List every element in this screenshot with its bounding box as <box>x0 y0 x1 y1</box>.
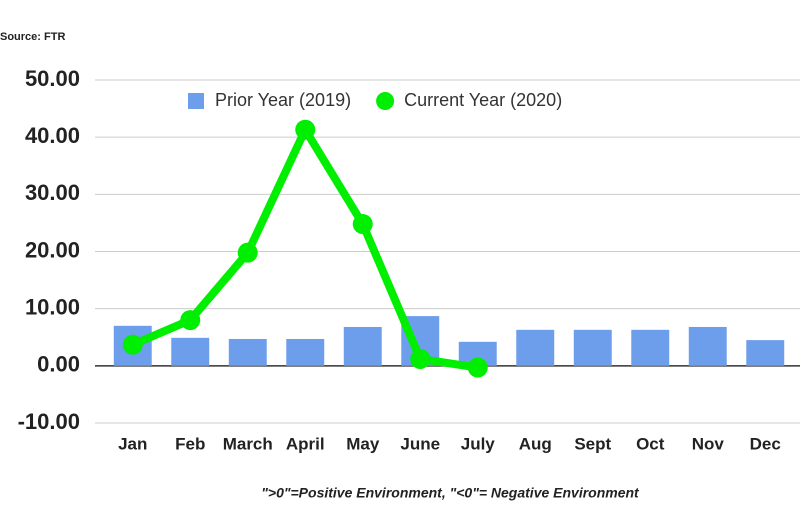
y-tick-label: 0.00 <box>37 352 80 377</box>
bar <box>631 329 670 366</box>
legend-label: Current Year (2020) <box>404 90 562 110</box>
x-tick-label: Feb <box>175 434 205 453</box>
footnote: ">0"=Positive Environment, "<0"= Negativ… <box>261 485 640 501</box>
bar <box>343 326 382 366</box>
x-tick-label: May <box>346 434 380 453</box>
y-tick-label: 30.00 <box>25 180 80 205</box>
x-tick-label: June <box>400 434 440 453</box>
x-tick-label: Aug <box>519 434 552 453</box>
x-tick-label: March <box>223 434 273 453</box>
bar <box>228 338 267 366</box>
x-tick-label: Sept <box>574 434 611 453</box>
y-tick-label: 20.00 <box>25 237 80 262</box>
bar <box>688 326 727 366</box>
bar <box>171 337 210 366</box>
x-tick-label: April <box>286 434 325 453</box>
y-tick-label: 50.00 <box>25 66 80 91</box>
y-tick-label: 40.00 <box>25 123 80 148</box>
source: Source: FTR <box>0 31 65 43</box>
x-tick-label: Oct <box>636 434 665 453</box>
legend-label: Prior Year (2019) <box>215 90 351 110</box>
point <box>180 310 201 331</box>
bar <box>573 329 612 366</box>
y-tick-label: -10.00 <box>18 409 80 434</box>
point <box>467 357 488 378</box>
point <box>237 242 258 263</box>
point <box>352 214 373 235</box>
x-tick-label: July <box>461 434 496 453</box>
x-tick-label: Dec <box>750 434 781 453</box>
bar <box>746 340 785 366</box>
bar <box>516 329 555 366</box>
point <box>295 119 316 140</box>
bar <box>286 338 325 366</box>
x-tick-label: Nov <box>692 434 725 453</box>
point <box>122 334 143 355</box>
point <box>410 348 431 369</box>
x-tick-label: Jan <box>118 434 147 453</box>
y-tick-label: 10.00 <box>25 294 80 319</box>
legend-swatch <box>376 92 395 110</box>
legend-swatch <box>188 93 204 109</box>
